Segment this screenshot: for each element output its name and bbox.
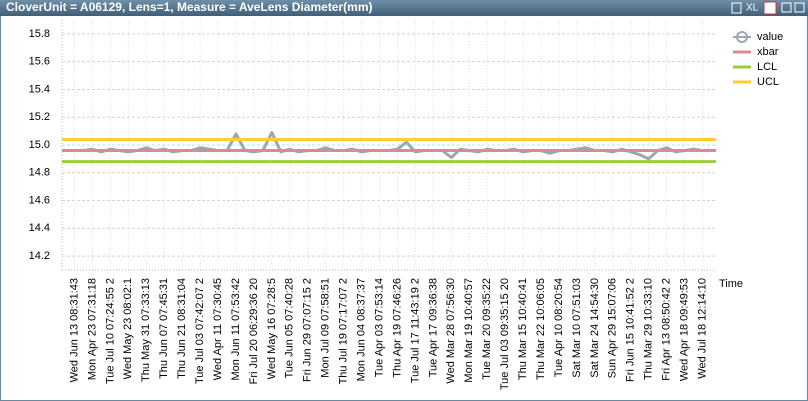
minimize-icon[interactable] [781,2,792,13]
x-tick-label: Sun Apr 29 15:07:06 [607,278,619,378]
x-tick-label: Mon Jun 04 08:37:37 [356,278,368,381]
y-tick-label: 15.2 [29,111,50,123]
x-tick-label: Tue Jul 03 09:35:15 20 [499,278,511,390]
legend-swatch [736,31,748,43]
y-tick-label: 14.8 [29,167,50,179]
x-tick-label: Mon Jul 09 07:58:51 [320,278,332,378]
y-tick-label: 14.4 [29,222,50,234]
x-tick-label: Mon Mar 19 10:40:57 [463,278,475,383]
x-tick-label: Wed May 16 07:28:5 [266,278,278,379]
x-tick-label: Fri Apr 13 08:50:42 2 [661,278,673,381]
x-tick-label: Fri Jun 15 10:41:52 2 [625,278,637,382]
window-title: CloverUnit = A06129, Lens=1, Measure = A… [6,0,373,14]
x-tick-label: Wed Jun 13 08:31:43 [68,278,80,382]
x-tick-label: Sat Mar 24 14:54:30 [589,278,601,378]
legend-label: LCL [757,61,777,73]
x-tick-label: Tue Jul 10 07:24:55 2 [104,278,116,384]
x-tick-label: Sat Mar 10 07:51:03 [571,278,583,378]
y-tick-label: 15.8 [29,28,50,40]
y-tick-label: 15.4 [29,83,50,95]
x-tick-label: Thu Jun 07 07:45:31 [158,278,170,379]
x-tick-label: Wed Apr 18 09:49:53 [679,278,691,381]
legend-label: UCL [757,76,779,88]
title-bar [0,0,808,16]
print-icon[interactable] [731,2,742,14]
y-tick-label: 14.2 [29,250,50,262]
x-tick-label: Thu Jul 19 07:17:07 2 [338,278,350,384]
x-tick-label: Mon Jun 11 07:53:42 [230,278,242,381]
x-axis-label: Time [719,278,743,290]
excel-icon[interactable]: XL [746,3,759,14]
legend-label: value [757,31,783,43]
x-tick-label: Tue Apr 10 08:20:54 [553,278,565,377]
x-tick-label: Fri Jul 20 06:29:36 20 [248,278,260,384]
clear-icon[interactable] [763,1,777,15]
plot: 14.2 14.4 14.6 14.8 15.0 15.2 15.4 15.6 15.8 Wed … [29,20,783,390]
x-tick-label: Thu Jun 21 08:31:04 [176,278,188,379]
x-tick-label: Wed Jul 18 12:14:10 [696,278,708,379]
x-tick-label: Tue Mar 20 09:35:22 [481,278,493,380]
x-tick-label: Wed Apr 11 07:30:45 [212,278,224,380]
x-tick-label: Thu May 31 07:33:13 [140,278,152,382]
x-tick-label: Thu Apr 19 07:46:26 [391,278,403,378]
x-tick-label: Tue Jul 03 07:42:07 2 [194,278,206,384]
y-tick-label: 15.0 [29,139,50,151]
x-tick-label: Wed Mar 28 07:56:30 [445,278,457,384]
x-tick-label: Tue Jun 05 07:40:28 [284,278,296,379]
x-tick-label: Tue Apr 03 07:53:14 [373,278,385,377]
x-tick-label: Thu Mar 22 10:06:05 [535,278,547,380]
x-tick-label: Thu Mar 29 10:33:10 [643,278,655,380]
x-tick-label: Tue Apr 17 09:36:38 [427,278,439,377]
maximize-icon[interactable] [794,2,805,13]
legend-label: xbar [757,46,779,58]
y-tick-label: 15.6 [29,56,50,68]
x-tick-label: Mon Apr 23 07:31:18 [86,278,98,380]
x-tick-label: Thu Mar 15 10:40:41 [517,278,529,380]
x-tick-label: Wed May 23 08:02:1 [122,278,134,379]
x-tick-label: Fri Jun 29 07:07:15 2 [302,278,314,382]
x-tick-label: Tue Jul 17 11:43:19 2 [409,278,421,383]
y-tick-label: 14.6 [29,194,50,206]
